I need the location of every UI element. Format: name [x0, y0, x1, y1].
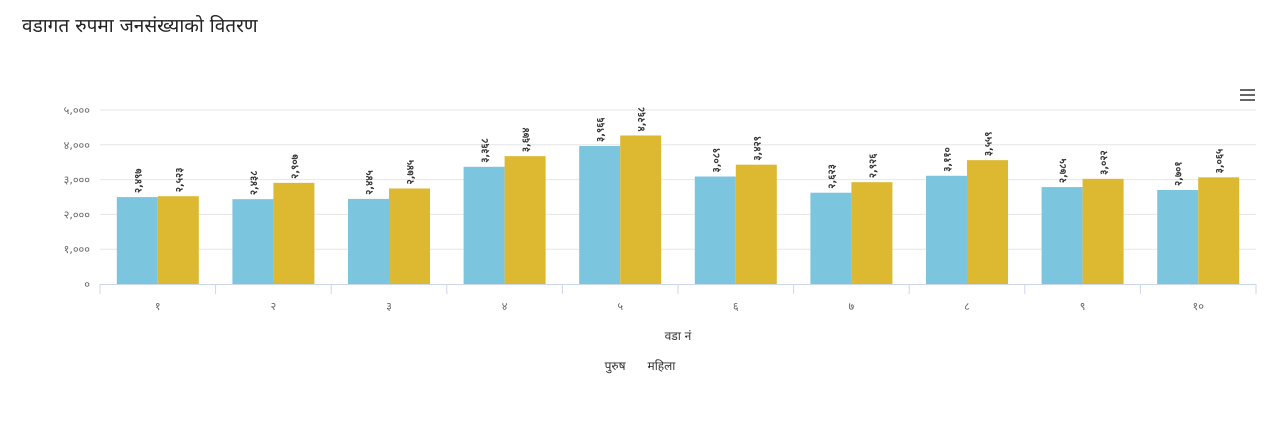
bar-value-label: २,५२३ [174, 168, 185, 193]
bar-value-label: २,९०७ [290, 153, 301, 178]
bar-female [273, 182, 315, 284]
x-tick-label: ८ [964, 300, 970, 313]
bar-male [1041, 187, 1083, 284]
x-axis-title: वडा नं [665, 329, 692, 343]
x-tick-label: ७ [849, 300, 855, 313]
bar-value-label: ३,०६५ [1215, 149, 1226, 174]
bar-male [1157, 190, 1199, 284]
x-tick-label: २ [271, 300, 277, 313]
bar-female [157, 196, 199, 284]
bar-female [735, 164, 777, 284]
bar-value-label: २,७०१ [1174, 161, 1185, 186]
y-tick-label: २,००० [64, 208, 91, 221]
bar-value-label: २,७४५ [406, 160, 417, 185]
bar-value-label: ३,०२२ [1099, 150, 1110, 175]
y-tick-label: ० [84, 278, 90, 291]
x-tick-label: १ [155, 300, 161, 313]
bar-male [926, 175, 967, 284]
chart-legend: पुरुष महिला [0, 357, 1280, 374]
bar-female [1082, 178, 1124, 284]
bar-male [579, 145, 621, 284]
bar-female [967, 160, 1008, 284]
bar-value-label: ३,९६६ [596, 117, 607, 142]
bar-male [694, 176, 736, 284]
x-tick-label: ५ [617, 300, 623, 313]
bar-male [232, 199, 274, 284]
legend-item-male[interactable]: पुरुष [604, 359, 626, 373]
bar-value-label: ३,३६८ [480, 138, 491, 163]
page-title: वडागत रुपमा जनसंख्याको वितरण [22, 15, 258, 37]
bar-value-label: २,९२६ [868, 153, 879, 178]
bar-male [116, 197, 158, 284]
chart-menu-icon[interactable] [1238, 86, 1258, 102]
y-tick-label: ५,००० [64, 104, 91, 117]
bar-value-label: ३,५५९ [984, 132, 995, 157]
bar-female [1198, 177, 1240, 284]
y-tick-label: ४,००० [64, 139, 91, 152]
bar-value-label: ४,२६८ [637, 107, 648, 132]
bar-male [348, 198, 389, 284]
x-tick-label: १० [1192, 300, 1204, 313]
y-tick-label: १,००० [64, 243, 91, 256]
x-tick-label: ६ [733, 300, 739, 313]
bar-value-label: २,४४५ [365, 170, 376, 195]
legend-item-female[interactable]: महिला [647, 359, 676, 373]
x-tick-label: ३ [386, 300, 392, 313]
bar-female [504, 156, 546, 284]
bar-female [851, 182, 893, 284]
x-tick-label: ९ [1080, 300, 1086, 313]
bar-female [389, 188, 430, 284]
bar-female [620, 135, 662, 284]
bar-value-label: २,४९७ [133, 168, 144, 193]
bar-value-label: २,६२३ [827, 164, 838, 189]
bar-male [810, 192, 852, 284]
x-tick-label: ४ [502, 300, 508, 313]
bar-value-label: ३,०८९ [711, 148, 722, 173]
bar-value-label: २,७८५ [1058, 158, 1069, 183]
bar-value-label: ३,४२९ [752, 136, 763, 161]
bar-value-label: २,४३८ [249, 171, 260, 196]
bar-male [463, 166, 505, 284]
y-tick-label: ३,००० [64, 174, 91, 187]
bar-value-label: ३,११० [943, 147, 954, 172]
bar-value-label: ३,६७४ [521, 128, 532, 153]
